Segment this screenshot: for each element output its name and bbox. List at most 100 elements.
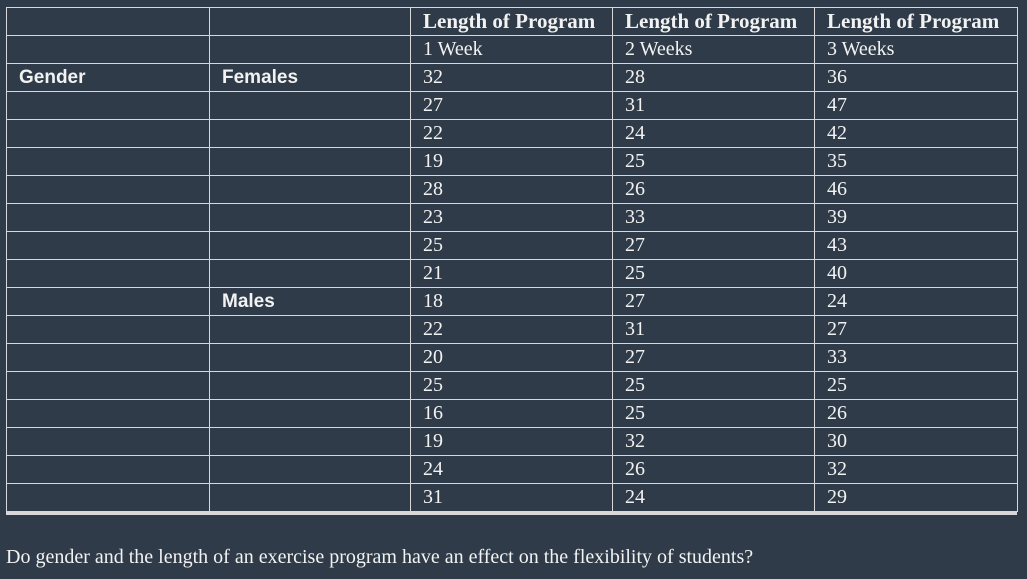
empty-cell (209, 427, 411, 456)
data-cell: 31 (410, 483, 613, 512)
empty-cell (6, 427, 210, 456)
table-row: 25 27 43 (6, 231, 1018, 260)
empty-cell (209, 315, 411, 344)
data-cell: 19 (410, 427, 613, 456)
data-cell: 19 (410, 147, 613, 176)
data-cell: 33 (612, 203, 815, 232)
data-cell: 25 (410, 231, 613, 260)
table-row: 24 26 32 (6, 455, 1018, 484)
empty-cell (6, 147, 210, 176)
empty-cell (209, 343, 411, 372)
column-subheader: 3 Weeks (814, 35, 1018, 64)
table-row: 22 24 42 (6, 119, 1018, 148)
table-row: 22 31 27 (6, 315, 1018, 344)
data-cell: 27 (612, 287, 815, 316)
group-label: Males (209, 287, 411, 316)
table-row: 19 32 30 (6, 427, 1018, 456)
column-subheader: 2 Weeks (612, 35, 815, 64)
data-cell: 27 (612, 231, 815, 260)
table-row: 19 25 35 (6, 147, 1018, 176)
data-table-container: Length of Program Length of Program Leng… (6, 7, 1018, 515)
table-row: Males 18 27 24 (6, 287, 1018, 316)
data-cell: 25 (612, 399, 815, 428)
empty-cell (209, 399, 411, 428)
data-cell: 24 (814, 287, 1018, 316)
empty-cell (209, 147, 411, 176)
data-cell: 35 (814, 147, 1018, 176)
column-header: Length of Program (814, 7, 1018, 36)
data-cell: 25 (612, 147, 815, 176)
data-cell: 26 (814, 399, 1018, 428)
data-cell: 25 (612, 259, 815, 288)
empty-cell (6, 399, 210, 428)
data-cell: 27 (612, 343, 815, 372)
table-row: Gender Females 32 28 36 (6, 63, 1018, 92)
data-cell: 30 (814, 427, 1018, 456)
data-cell: 26 (612, 455, 815, 484)
row-label-gender: Gender (6, 63, 210, 92)
empty-cell (6, 259, 210, 288)
empty-cell (209, 231, 411, 260)
empty-cell (6, 203, 210, 232)
table-body: Length of Program Length of Program Leng… (6, 7, 1018, 512)
table-row: 27 31 47 (6, 91, 1018, 120)
data-cell: 24 (410, 455, 613, 484)
table-row: 21 25 40 (6, 259, 1018, 288)
data-cell: 23 (410, 203, 613, 232)
question-text: Do gender and the length of an exercise … (6, 546, 754, 568)
data-cell: 24 (612, 483, 815, 512)
data-cell: 20 (410, 343, 613, 372)
data-cell: 28 (410, 175, 613, 204)
data-cell: 16 (410, 399, 613, 428)
data-cell: 24 (612, 119, 815, 148)
empty-cell (6, 91, 210, 120)
column-header: Length of Program (410, 7, 613, 36)
table-row: 20 27 33 (6, 343, 1018, 372)
empty-cell (6, 287, 210, 316)
empty-cell (209, 203, 411, 232)
data-cell: 25 (612, 371, 815, 400)
column-subheader: 1 Week (410, 35, 613, 64)
data-cell: 46 (814, 175, 1018, 204)
empty-cell (6, 231, 210, 260)
data-cell: 31 (612, 315, 815, 344)
data-cell: 32 (814, 455, 1018, 484)
table-bottom-rule (6, 512, 1017, 515)
table-row: 16 25 26 (6, 399, 1018, 428)
group-label: Females (209, 63, 411, 92)
data-cell: 27 (814, 315, 1018, 344)
data-cell: 21 (410, 259, 613, 288)
data-cell: 42 (814, 119, 1018, 148)
empty-cell (209, 7, 411, 36)
data-cell: 22 (410, 315, 613, 344)
empty-cell (209, 119, 411, 148)
empty-cell (209, 259, 411, 288)
header-row-top: Length of Program Length of Program Leng… (6, 7, 1018, 36)
table-row: 31 24 29 (6, 483, 1018, 512)
data-cell: 28 (612, 63, 815, 92)
table-row: 28 26 46 (6, 175, 1018, 204)
data-cell: 27 (410, 91, 613, 120)
data-cell: 26 (612, 175, 815, 204)
data-cell: 43 (814, 231, 1018, 260)
data-cell: 25 (814, 371, 1018, 400)
empty-cell (6, 455, 210, 484)
empty-cell (6, 483, 210, 512)
data-cell: 32 (612, 427, 815, 456)
data-cell: 32 (410, 63, 613, 92)
empty-cell (6, 175, 210, 204)
data-cell: 31 (612, 91, 815, 120)
empty-cell (209, 35, 411, 64)
table-row: 25 25 25 (6, 371, 1018, 400)
empty-cell (6, 343, 210, 372)
flexibility-data-table: Length of Program Length of Program Leng… (6, 7, 1018, 512)
table-row: 23 33 39 (6, 203, 1018, 232)
data-cell: 36 (814, 63, 1018, 92)
empty-cell (6, 315, 210, 344)
data-cell: 39 (814, 203, 1018, 232)
empty-cell (6, 119, 210, 148)
data-cell: 47 (814, 91, 1018, 120)
data-cell: 40 (814, 259, 1018, 288)
empty-cell (209, 371, 411, 400)
data-cell: 18 (410, 287, 613, 316)
